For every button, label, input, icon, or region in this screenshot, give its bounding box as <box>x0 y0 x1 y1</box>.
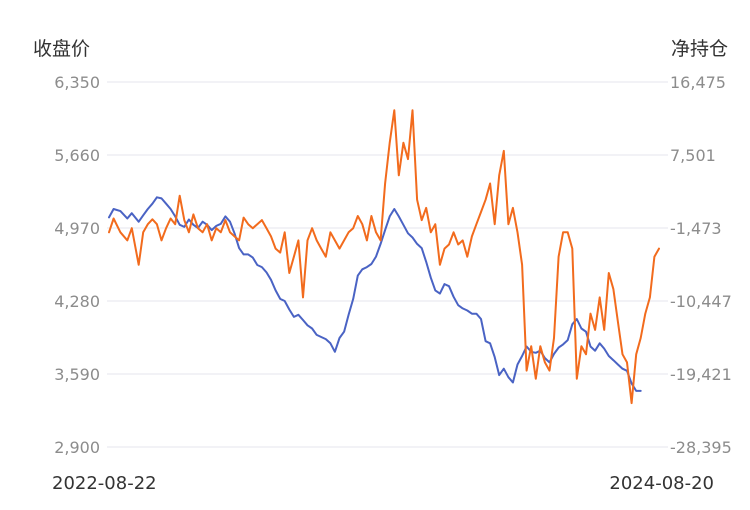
net-position-line <box>108 109 660 405</box>
right-axis-title: 净持仓 <box>671 38 728 60</box>
series-lines <box>108 109 660 405</box>
left-axis-ticks: 6,350 5,660 4,970 4,280 3,590 2,900 <box>54 73 100 457</box>
right-axis-ticks: 16,475 7,501 -1,473 -10,447 -19,421 -28,395 <box>670 73 732 457</box>
left-tick-label: 3,590 <box>54 365 100 384</box>
left-tick-label: 4,280 <box>54 292 100 311</box>
right-tick-label: 7,501 <box>670 146 716 165</box>
x-start-label: 2022-08-22 <box>52 473 157 494</box>
right-tick-label: -10,447 <box>670 292 732 311</box>
close-price-line <box>108 196 642 392</box>
left-tick-label: 5,660 <box>54 146 100 165</box>
right-tick-label: -1,473 <box>670 219 722 238</box>
left-tick-label: 2,900 <box>54 438 100 457</box>
left-axis-title: 收盘价 <box>33 38 90 60</box>
left-tick-label: 4,970 <box>54 219 100 238</box>
right-tick-label: -28,395 <box>670 438 732 457</box>
left-tick-label: 6,350 <box>54 73 100 92</box>
x-end-label: 2024-08-20 <box>609 473 714 494</box>
right-tick-label: -19,421 <box>670 365 732 384</box>
grid-lines <box>107 81 668 448</box>
right-tick-label: 16,475 <box>670 73 726 92</box>
